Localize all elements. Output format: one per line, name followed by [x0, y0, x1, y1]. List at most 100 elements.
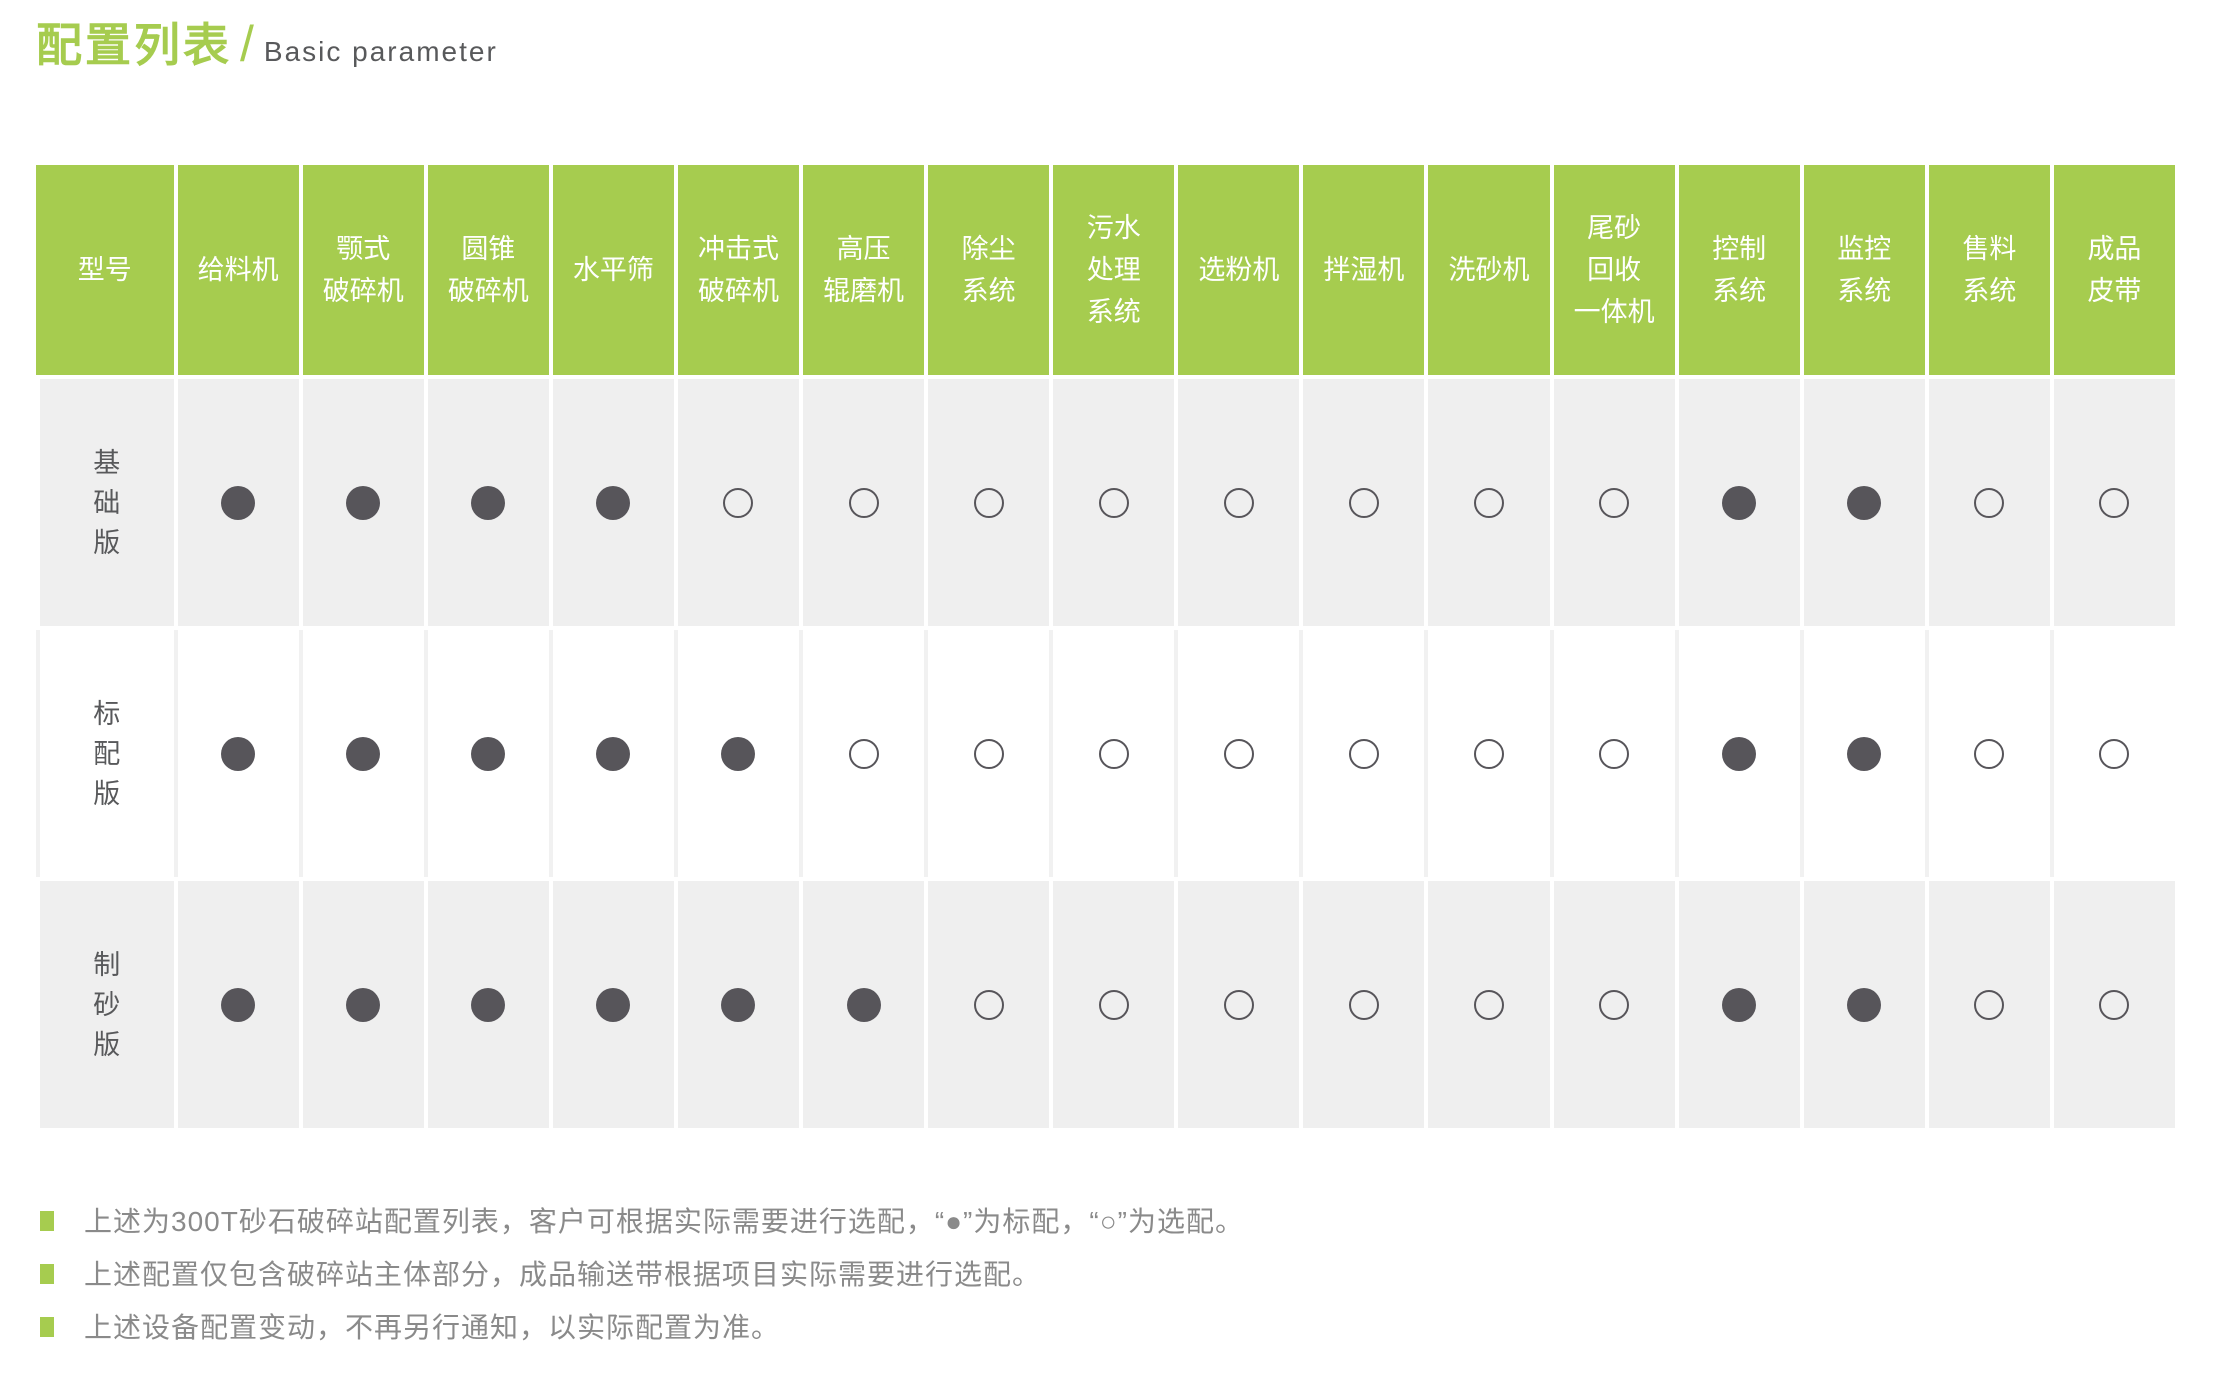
table-cell — [1424, 630, 1550, 877]
optional-dot-icon — [1474, 989, 1504, 1020]
standard-dot-icon — [846, 987, 881, 1022]
bullet-square-icon — [40, 1211, 54, 1231]
page-title: 配置列表 / Basic parameter — [36, 14, 498, 74]
page-title-en: Basic parameter — [263, 36, 498, 67]
table-cell — [1549, 379, 1675, 626]
table-cell — [548, 630, 674, 877]
table-cell — [1924, 630, 2050, 877]
column-header-5: 冲击式 破碎机 — [673, 165, 800, 375]
optional-dot-icon — [973, 487, 1004, 518]
table-cell — [423, 379, 549, 626]
table-cell — [423, 630, 549, 877]
optional-dot-icon — [1474, 738, 1504, 769]
bullet-square-icon — [40, 1264, 54, 1284]
table-cell — [924, 379, 1050, 626]
column-header-2: 颚式 破碎机 — [298, 165, 424, 375]
table-cell — [1174, 379, 1300, 626]
table-cell — [1674, 881, 1800, 1128]
standard-dot-icon — [596, 736, 631, 771]
table-cell — [1674, 630, 1800, 877]
footnote-item: 上述设备配置变动，不再另行通知，以实际配置为准。 — [40, 1311, 2140, 1345]
column-header-3: 圆锥 破碎机 — [423, 165, 549, 375]
optional-dot-icon — [1348, 989, 1379, 1020]
table-cell — [1049, 630, 1175, 877]
table-cell — [298, 881, 424, 1128]
table-cell — [924, 881, 1050, 1128]
optional-dot-icon — [1474, 487, 1504, 518]
column-header-13: 控制 系统 — [1674, 165, 1800, 375]
header-row: 型号 给料机 颚式 破碎机 圆锥 破碎机 水平筛 冲击式 破碎机 高压 辊磨机 除尘 系统 污水… — [36, 165, 2175, 375]
optional-dot-icon — [1974, 738, 2005, 769]
table-cell — [2049, 630, 2175, 877]
table-cell — [1549, 630, 1675, 877]
column-header-9: 选粉机 — [1174, 165, 1300, 375]
column-header-15: 售料 系统 — [1924, 165, 2050, 375]
table-cell — [924, 630, 1050, 877]
row-label: 标 配 版 — [93, 698, 121, 809]
table-cell — [799, 881, 925, 1128]
column-header-16: 成品 皮带 — [2049, 165, 2175, 375]
config-table: 型号 给料机 颚式 破碎机 圆锥 破碎机 水平筛 冲击式 破碎机 高压 辊磨机 除尘 系统 污水… — [36, 165, 2175, 1128]
optional-dot-icon — [1974, 487, 2005, 518]
table-cell — [1299, 630, 1425, 877]
table-cell — [173, 881, 299, 1128]
standard-dot-icon — [221, 987, 256, 1022]
standard-dot-icon — [596, 987, 631, 1022]
optional-dot-icon — [973, 738, 1004, 769]
optional-dot-icon — [848, 738, 879, 769]
standard-dot-icon — [1847, 485, 1882, 520]
column-header-7: 除尘 系统 — [924, 165, 1050, 375]
table-cell — [1049, 881, 1175, 1128]
standard-dot-icon — [471, 987, 506, 1022]
table-cell — [1174, 881, 1300, 1128]
footnote-text: 上述配置仅包含破碎站主体部分，成品输送带根据项目实际需要进行选配。 — [84, 1259, 1042, 1290]
standard-dot-icon — [221, 736, 256, 771]
optional-dot-icon — [723, 487, 754, 518]
table-cell — [799, 630, 925, 877]
row-label: 基 础 版 — [93, 447, 121, 558]
footnotes: 上述为300T砂石破碎站配置列表，客户可根据实际需要进行选配，“●”为标配，“○… — [40, 1205, 2140, 1364]
footnote-text: 上述为300T砂石破碎站配置列表，客户可根据实际需要进行选配，“●”为标配，“○… — [84, 1206, 1244, 1237]
column-header-4: 水平筛 — [548, 165, 674, 375]
optional-dot-icon — [1348, 738, 1379, 769]
title-divider: / — [240, 16, 254, 72]
table-row-1: 标 配 版 — [36, 630, 2175, 877]
table-cell — [1424, 881, 1550, 1128]
table-cell — [1049, 379, 1175, 626]
table-cell — [423, 881, 549, 1128]
optional-dot-icon — [1223, 487, 1254, 518]
table-cell — [1174, 630, 1300, 877]
row-label: 制 砂 版 — [93, 949, 121, 1060]
standard-dot-icon — [221, 485, 256, 520]
table-cell — [673, 881, 800, 1128]
table-cell — [1424, 379, 1550, 626]
bullet-square-icon — [40, 1317, 54, 1337]
table-cell — [1299, 379, 1425, 626]
optional-dot-icon — [973, 989, 1004, 1020]
standard-dot-icon — [1847, 987, 1882, 1022]
table-cell — [673, 379, 800, 626]
table-cell — [673, 630, 800, 877]
optional-dot-icon — [1599, 738, 1630, 769]
standard-dot-icon — [471, 736, 506, 771]
table-cell — [173, 630, 299, 877]
table-cell — [298, 379, 424, 626]
table-cell — [1799, 881, 1925, 1128]
column-header-6: 高压 辊磨机 — [799, 165, 925, 375]
column-header-10: 拌湿机 — [1299, 165, 1425, 375]
optional-dot-icon — [1223, 989, 1254, 1020]
optional-dot-icon — [1098, 989, 1129, 1020]
standard-dot-icon — [1722, 987, 1757, 1022]
standard-dot-icon — [596, 485, 631, 520]
optional-dot-icon — [1223, 738, 1254, 769]
standard-dot-icon — [1847, 736, 1882, 771]
standard-dot-icon — [346, 736, 381, 771]
optional-dot-icon — [1599, 487, 1630, 518]
column-header-1: 给料机 — [173, 165, 299, 375]
footnote-item: 上述为300T砂石破碎站配置列表，客户可根据实际需要进行选配，“●”为标配，“○… — [40, 1205, 2140, 1239]
optional-dot-icon — [2099, 738, 2130, 769]
footnote-item: 上述配置仅包含破碎站主体部分，成品输送带根据项目实际需要进行选配。 — [40, 1258, 2140, 1292]
standard-dot-icon — [346, 987, 381, 1022]
table-cell — [1799, 630, 1925, 877]
